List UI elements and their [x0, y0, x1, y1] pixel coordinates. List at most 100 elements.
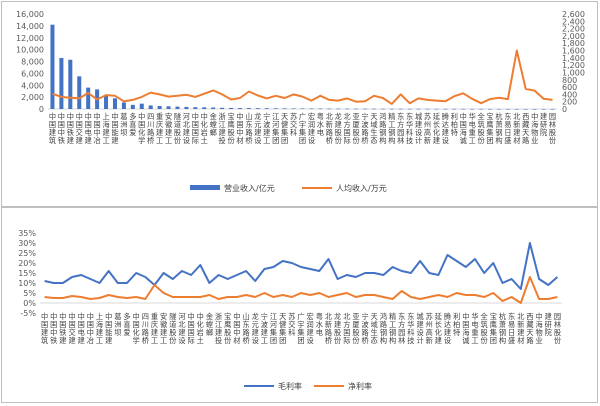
svg-text:建: 建	[433, 136, 440, 145]
svg-text:中: 中	[138, 112, 145, 121]
svg-text:盛: 盛	[504, 136, 511, 145]
bar	[229, 107, 234, 109]
svg-text:鸿: 鸿	[379, 112, 386, 121]
svg-text:筑: 筑	[481, 320, 488, 329]
svg-text:份: 份	[335, 136, 342, 145]
svg-text:中: 中	[197, 312, 204, 321]
svg-text:坝: 坝	[114, 328, 121, 337]
svg-text:宝: 宝	[224, 312, 231, 321]
svg-text:材: 材	[236, 136, 243, 145]
svg-text:态: 态	[371, 336, 378, 345]
bar	[237, 108, 243, 109]
y-tick-left: 2,000	[21, 93, 44, 102]
svg-text:四: 四	[142, 312, 149, 321]
svg-text:建: 建	[308, 128, 315, 137]
svg-text:团: 团	[279, 336, 286, 345]
bar	[264, 108, 269, 109]
y-tick-left: 16,000	[16, 10, 44, 19]
bar	[389, 108, 394, 110]
bar	[166, 106, 171, 109]
bar	[434, 108, 439, 110]
svg-text:建: 建	[165, 128, 172, 137]
svg-text:苏: 苏	[424, 112, 431, 121]
svg-text:螂: 螂	[210, 128, 217, 137]
svg-text:建: 建	[415, 120, 422, 129]
svg-text:集: 集	[299, 128, 306, 137]
svg-text:浙: 浙	[219, 112, 226, 121]
legend-label-gross-margin: 毛利率	[278, 381, 302, 391]
svg-text:鸿: 鸿	[380, 312, 387, 321]
svg-text:筑: 筑	[49, 136, 56, 145]
svg-text:龙: 龙	[252, 312, 259, 321]
svg-text:研: 研	[545, 320, 552, 329]
svg-text:宇: 宇	[299, 120, 306, 129]
svg-text:洲: 洲	[114, 320, 121, 329]
svg-text:份: 份	[227, 136, 234, 145]
svg-text:中: 中	[67, 112, 74, 121]
x-tick-label: 金螳螂	[210, 112, 217, 137]
svg-text:海: 海	[462, 328, 469, 337]
svg-text:股: 股	[335, 128, 342, 137]
svg-text:江: 江	[215, 320, 222, 329]
svg-text:龙: 龙	[254, 112, 261, 121]
svg-text:电: 电	[471, 320, 478, 329]
svg-text:股: 股	[169, 328, 176, 337]
svg-text:新: 新	[424, 136, 431, 145]
chart-panel-margin: -5% 0% 5% 10% 15% 20% 25% 30% 35% 中国建筑中国中铁中国铁建中国交…	[1, 207, 598, 403]
svg-text:工: 工	[388, 120, 395, 129]
svg-text:建: 建	[219, 128, 226, 137]
svg-text:份: 份	[477, 136, 484, 145]
y-tick: 20%	[18, 259, 36, 268]
bar	[345, 108, 350, 110]
svg-text:润: 润	[308, 120, 315, 129]
svg-text:国: 国	[192, 128, 199, 137]
x-tick-label: 苏交科	[290, 112, 297, 137]
svg-text:域: 域	[370, 120, 377, 129]
svg-text:全: 全	[481, 312, 489, 321]
y-tick-left: 12,000	[16, 34, 44, 43]
bar	[371, 108, 376, 110]
svg-text:工: 工	[165, 136, 172, 145]
svg-text:方: 方	[344, 120, 351, 129]
svg-text:建: 建	[156, 128, 163, 137]
svg-text:铁: 铁	[67, 128, 74, 137]
y-tick-right: 400	[562, 90, 577, 99]
y-tick-right: 600	[562, 83, 577, 92]
svg-text:交: 交	[288, 320, 295, 329]
svg-text:中: 中	[236, 128, 243, 137]
svg-text:构: 构	[379, 136, 386, 145]
bar	[452, 108, 457, 110]
svg-text:全: 全	[477, 112, 485, 121]
svg-text:筑: 筑	[41, 336, 48, 345]
svg-text:建: 建	[444, 328, 451, 337]
svg-text:长: 长	[435, 320, 442, 329]
svg-text:建: 建	[307, 328, 314, 337]
svg-text:河: 河	[183, 112, 190, 121]
bar	[202, 107, 207, 109]
svg-text:中: 中	[192, 112, 199, 121]
svg-text:宇: 宇	[297, 320, 304, 329]
svg-text:化: 化	[133, 328, 140, 337]
svg-text:桥: 桥	[361, 136, 368, 145]
svg-text:股: 股	[554, 328, 561, 337]
svg-text:东: 东	[242, 320, 249, 329]
svg-text:投: 投	[219, 136, 226, 145]
bar	[550, 108, 555, 110]
svg-text:国: 国	[67, 120, 74, 129]
